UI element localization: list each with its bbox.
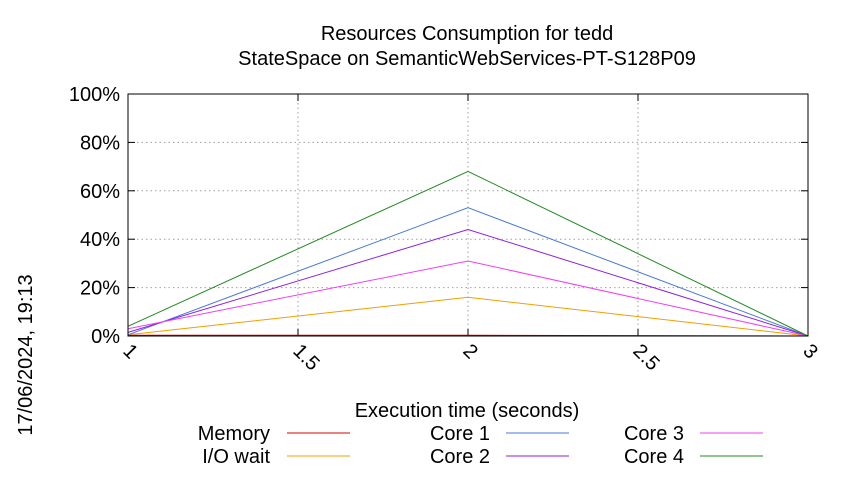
series-line-i-o-wait [127,296,809,337]
legend-label-core-1: Core 1 [430,423,490,445]
chart-title-line1: Resources Consumption for tedd [321,23,613,45]
x-tick-label: 2.5 [628,340,663,375]
series-line-core-4 [127,170,809,337]
series-line-core-3 [127,260,809,337]
legend-label-i-o-wait: I/O wait [202,446,270,468]
grid [128,94,808,336]
legend-label-memory: Memory [198,423,270,445]
y-tick-label: 0% [91,326,120,348]
y-tick-label: 20% [80,278,120,300]
legend-label-core-3: Core 3 [624,423,684,445]
y-tick-label: 40% [80,229,120,251]
y-tick-label: 80% [80,132,120,154]
axis-ticks: 0% 20% 40% 60% 80% 100% 1 1.5 2 2.5 3 [69,84,822,375]
timestamp-label: 17/06/2024, 19:13 [15,274,37,435]
legend-label-core-4: Core 4 [624,446,684,468]
plot-frame [127,93,809,337]
y-tick-label: 100% [69,84,120,106]
y-tick-label: 60% [80,181,120,203]
x-axis-label: Execution time (seconds) [355,400,580,422]
series-line-core-1 [127,207,809,337]
x-tick-label: 2 [458,340,481,363]
legend-label-core-2: Core 2 [430,446,490,468]
x-tick-label: 3 [798,340,821,363]
series-line-core-2 [127,228,809,337]
x-tick-label: 1.5 [288,340,323,375]
x-tick-label: 1 [118,340,141,363]
chart-title-line2: StateSpace on SemanticWebServices-PT-S12… [238,48,696,70]
